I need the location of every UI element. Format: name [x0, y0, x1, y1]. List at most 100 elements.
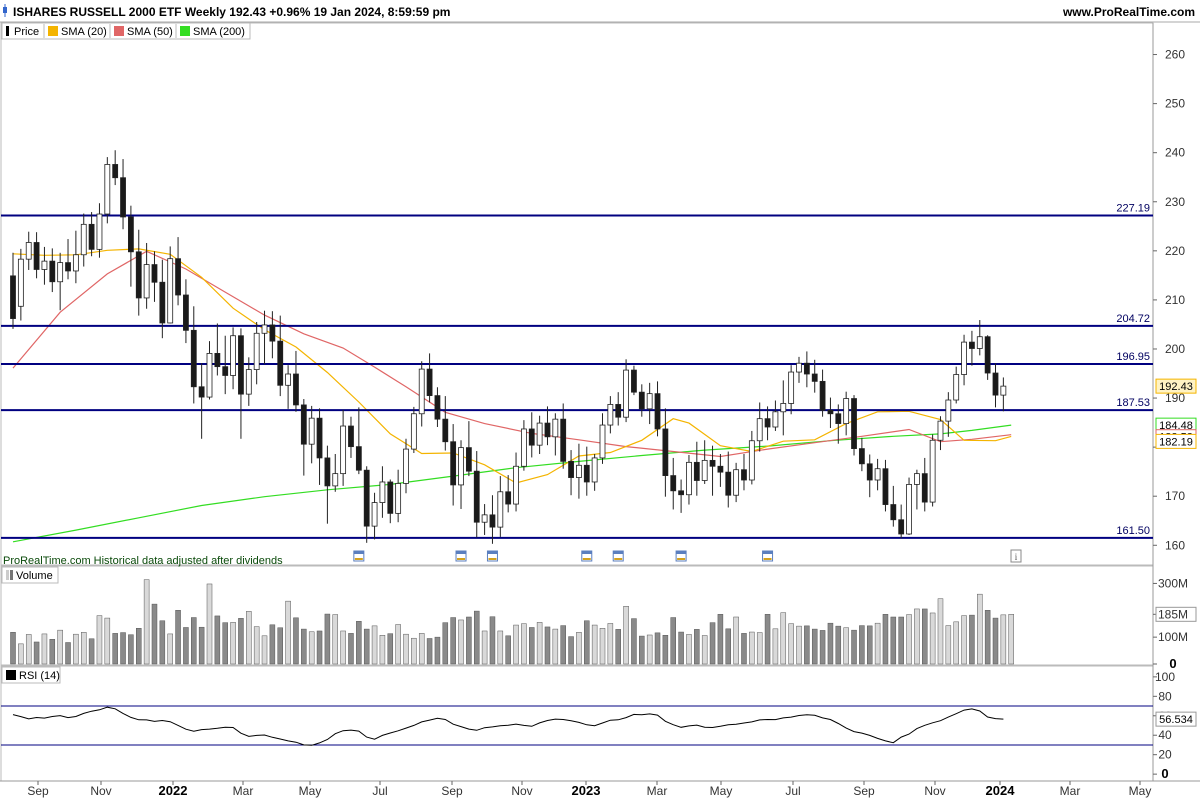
volume-bar: [143, 579, 150, 665]
volume-bar: [796, 625, 802, 665]
legend-item-price[interactable]: Price: [6, 26, 39, 38]
candle-body: [513, 465, 519, 505]
candle-body: [293, 373, 299, 406]
volume-bar: [104, 617, 111, 665]
volume-bar: [662, 635, 669, 665]
legend-item-sma20[interactable]: SMA (20): [48, 26, 107, 38]
volume-bar: [874, 622, 881, 665]
volume-bar: [819, 630, 826, 665]
candle-body: [324, 457, 331, 487]
legend-item-sma200[interactable]: SMA (200): [180, 26, 245, 38]
rsi-legend[interactable]: RSI (14): [1, 666, 61, 684]
rsi-tick-label: 20: [1158, 748, 1172, 762]
volume-bar: [890, 616, 897, 665]
candle-body: [843, 398, 850, 424]
candle-body: [183, 294, 189, 331]
price-tag-label: 184.48: [1159, 420, 1193, 432]
candle-body: [355, 446, 362, 471]
volume-bar: [544, 626, 551, 665]
volume-bar: [780, 612, 787, 665]
volume-bar: [811, 628, 818, 665]
candle-body: [497, 491, 504, 528]
candle-body: [835, 413, 842, 424]
candle-body: [96, 213, 103, 250]
price-tag-box: [1155, 378, 1197, 394]
volume-bars: [10, 579, 1014, 665]
rsi-tick-label: 0: [1161, 766, 1168, 781]
sma200-swatch: [180, 26, 190, 36]
volume-bar: [426, 638, 433, 665]
volume-bar: [253, 626, 260, 665]
volume-bar: [348, 633, 354, 665]
volume-bar: [301, 628, 307, 665]
volume-bar: [866, 625, 873, 665]
candle-body: [410, 413, 417, 450]
price-tick-label: 200: [1165, 342, 1185, 356]
volume-bar: [466, 616, 472, 665]
candle-body: [717, 465, 724, 473]
candle-body: [536, 422, 543, 446]
svg-text:i: i: [1015, 552, 1018, 562]
volume-bar: [308, 631, 315, 665]
legend-item-sma50[interactable]: SMA (50): [114, 26, 173, 38]
volume-bar: [285, 600, 291, 665]
volume-bar: [961, 615, 967, 665]
candle-body: [395, 483, 402, 514]
candle-body: [607, 404, 614, 426]
volume-bar: [128, 634, 134, 665]
info-icon[interactable]: i: [1010, 549, 1022, 563]
candle-body: [827, 409, 834, 415]
candle-body: [143, 264, 150, 299]
candle-body: [921, 473, 928, 503]
candle-body: [576, 464, 582, 478]
candle-body: [725, 471, 732, 496]
volume-bar: [159, 620, 166, 665]
volume-legend[interactable]: Volume: [1, 566, 59, 584]
volume-bar: [246, 611, 252, 665]
volume-bar: [513, 624, 519, 665]
candle-body: [426, 368, 433, 397]
calendar-day: [457, 558, 466, 560]
volume-bar: [80, 632, 87, 665]
price-tick-label: 210: [1165, 293, 1185, 307]
candle-body: [458, 447, 464, 486]
chart-title: ISHARES RUSSELL 2000 ETF Weekly 192.43 +…: [13, 5, 450, 19]
volume-bar: [851, 629, 857, 665]
rsi-legend-label: RSI (14): [19, 670, 60, 682]
volume-bar: [497, 630, 504, 665]
candle-body: [17, 258, 24, 307]
volume-bar: [922, 608, 928, 665]
volume-bar: [929, 612, 936, 665]
volume-bar: [749, 631, 755, 665]
volume-bar: [65, 642, 71, 665]
volume-bar: [827, 622, 834, 665]
candle-body: [796, 362, 802, 373]
candle-body: [646, 393, 653, 410]
rsi-tick-label: 80: [1158, 689, 1172, 703]
price-tag-box: [1155, 433, 1197, 449]
volume-bar: [403, 633, 409, 665]
volume-bar: [222, 622, 228, 665]
volume-bar: [505, 635, 511, 665]
volume-bar: [473, 610, 480, 665]
candle-body: [544, 422, 551, 438]
volume-bar: [584, 620, 590, 665]
candle-body: [379, 481, 386, 503]
calendar-header: [581, 551, 592, 554]
volume-bar: [670, 617, 676, 665]
time-tick-label: Jul: [785, 784, 800, 798]
price-tick-label: 250: [1165, 97, 1185, 111]
calendar-header: [613, 551, 624, 554]
volume-bar: [984, 610, 991, 665]
volume-bar: [230, 622, 236, 665]
candle-body: [788, 371, 795, 404]
candle-body: [969, 341, 975, 349]
legend-sma20-label: SMA (20): [61, 26, 107, 38]
volume-bar: [741, 633, 747, 665]
calendar-header: [676, 551, 687, 554]
candle-body: [206, 352, 213, 398]
volume-bar: [332, 614, 339, 665]
volume-bar: [568, 636, 574, 665]
price-panel: [0, 22, 1154, 566]
